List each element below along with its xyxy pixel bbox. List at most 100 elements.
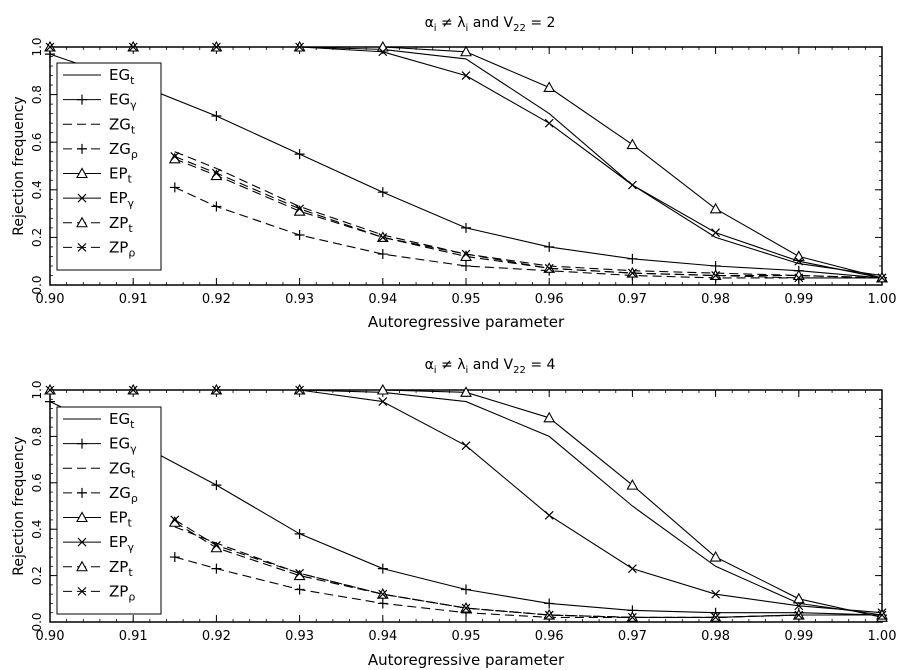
series-line bbox=[49, 401, 883, 616]
x-tick-label: 0.94 bbox=[368, 292, 397, 307]
data-point bbox=[461, 603, 471, 613]
x-tick-label: 0.93 bbox=[285, 292, 314, 307]
data-point bbox=[794, 601, 804, 611]
data-point bbox=[211, 42, 221, 52]
series-zg-3 bbox=[169, 182, 887, 283]
y-tick-label: 0.2 bbox=[30, 228, 44, 247]
data-point bbox=[170, 152, 180, 161]
series-zg-2 bbox=[174, 151, 883, 279]
data-point bbox=[544, 241, 555, 252]
data-point bbox=[626, 138, 639, 150]
series-zg-3 bbox=[169, 552, 887, 623]
x-tick-label: 0.93 bbox=[285, 629, 314, 644]
legend-marker bbox=[77, 487, 87, 498]
y-tick-label: 0.4 bbox=[30, 180, 44, 199]
legend-entry: EPγ bbox=[63, 533, 135, 554]
legend-entry: ZPρ bbox=[63, 238, 135, 259]
series-zp-7 bbox=[170, 515, 887, 622]
data-point bbox=[794, 256, 804, 266]
data-point bbox=[711, 612, 721, 622]
legend-label: EPt bbox=[109, 165, 133, 186]
x-tick-label: 0.98 bbox=[701, 629, 730, 644]
legend-label: ZPρ bbox=[109, 238, 135, 259]
series-line bbox=[174, 155, 882, 279]
series-zg-2 bbox=[174, 526, 882, 618]
data-point bbox=[128, 42, 138, 52]
x-tick-label: 0.99 bbox=[784, 629, 813, 644]
y-tick-label: 0.0 bbox=[30, 612, 44, 631]
legend-label: ZGρ bbox=[109, 140, 138, 161]
legend-entry: EGt bbox=[63, 66, 135, 87]
data-point bbox=[294, 149, 305, 160]
data-point bbox=[627, 180, 637, 190]
data-point bbox=[627, 564, 637, 574]
legend: EGt EGγ ZGt ZGρ EPt EPγ ZPt ZPρ bbox=[56, 62, 162, 271]
legend-label: ZPρ bbox=[109, 582, 135, 603]
data-point bbox=[211, 201, 222, 212]
legend-label: ZGt bbox=[109, 459, 136, 480]
data-point bbox=[543, 411, 556, 423]
x-tick-label: 0.90 bbox=[36, 629, 65, 644]
legend-entry: ZGρ bbox=[63, 140, 138, 161]
series-line bbox=[50, 389, 883, 614]
legend-entry: ZPt bbox=[63, 214, 133, 235]
legend-entry: EPt bbox=[63, 509, 133, 530]
x-tick-label: 0.94 bbox=[368, 629, 397, 644]
data-point bbox=[169, 552, 180, 563]
legend-box bbox=[56, 406, 162, 615]
legend-entry: EPγ bbox=[63, 189, 135, 210]
data-point bbox=[711, 589, 721, 599]
x-tick-label: 0.99 bbox=[784, 292, 813, 307]
data-point bbox=[710, 260, 721, 271]
chart-title: αi ≠ λi and V22 = 4 bbox=[425, 357, 556, 376]
legend-label: EPγ bbox=[109, 189, 135, 210]
data-point bbox=[544, 118, 554, 128]
series-zp-6 bbox=[168, 516, 888, 622]
data-point bbox=[377, 187, 388, 198]
data-point bbox=[295, 42, 305, 52]
data-point bbox=[294, 528, 305, 539]
series-line bbox=[50, 389, 883, 616]
legend-marker bbox=[77, 242, 87, 252]
data-point bbox=[460, 386, 472, 397]
legend-marker bbox=[77, 537, 87, 547]
legend-entry: ZPρ bbox=[63, 582, 135, 603]
series-layer bbox=[44, 383, 888, 623]
y-tick-labels: 0.0 0.2 0.4 0.6 0.8 1.0 bbox=[30, 380, 882, 632]
data-point bbox=[461, 584, 471, 595]
x-tick-label: 0.92 bbox=[202, 629, 231, 644]
data-point bbox=[627, 612, 637, 622]
y-tick-label: 0.6 bbox=[30, 473, 44, 492]
data-point bbox=[626, 478, 639, 490]
data-point bbox=[211, 385, 221, 395]
data-point bbox=[792, 250, 805, 261]
data-point bbox=[378, 589, 388, 599]
data-point bbox=[544, 510, 554, 520]
y-tick-label: 1.0 bbox=[30, 37, 44, 56]
data-point bbox=[377, 563, 388, 574]
data-point bbox=[294, 230, 305, 241]
data-point bbox=[460, 45, 472, 57]
data-point bbox=[709, 550, 722, 562]
data-point bbox=[295, 204, 305, 214]
data-point bbox=[378, 47, 388, 57]
legend-marker bbox=[77, 586, 87, 596]
chart-title: αi ≠ λi and V22 = 2 bbox=[425, 15, 556, 34]
data-point bbox=[211, 563, 222, 574]
x-tick-label: 0.91 bbox=[119, 292, 148, 307]
legend-label: EPγ bbox=[109, 533, 135, 554]
legend-entry: ZGρ bbox=[63, 484, 138, 505]
series-eg-0 bbox=[50, 389, 883, 616]
chart-panel-bottom: αi ≠ λi and V22 = 4 0.90 0.91 0.92 0.93 0.94… bbox=[11, 357, 896, 669]
legend-label: EGγ bbox=[109, 435, 137, 456]
legend-marker bbox=[76, 511, 88, 523]
data-point bbox=[461, 71, 471, 80]
legend-marker bbox=[76, 216, 88, 228]
plot-frame bbox=[49, 46, 883, 286]
series-line bbox=[174, 151, 883, 279]
series-line bbox=[174, 158, 883, 279]
legend-label: ZGt bbox=[109, 115, 136, 136]
data-point bbox=[378, 397, 388, 407]
legend-marker bbox=[76, 560, 88, 572]
series-line bbox=[49, 53, 883, 279]
